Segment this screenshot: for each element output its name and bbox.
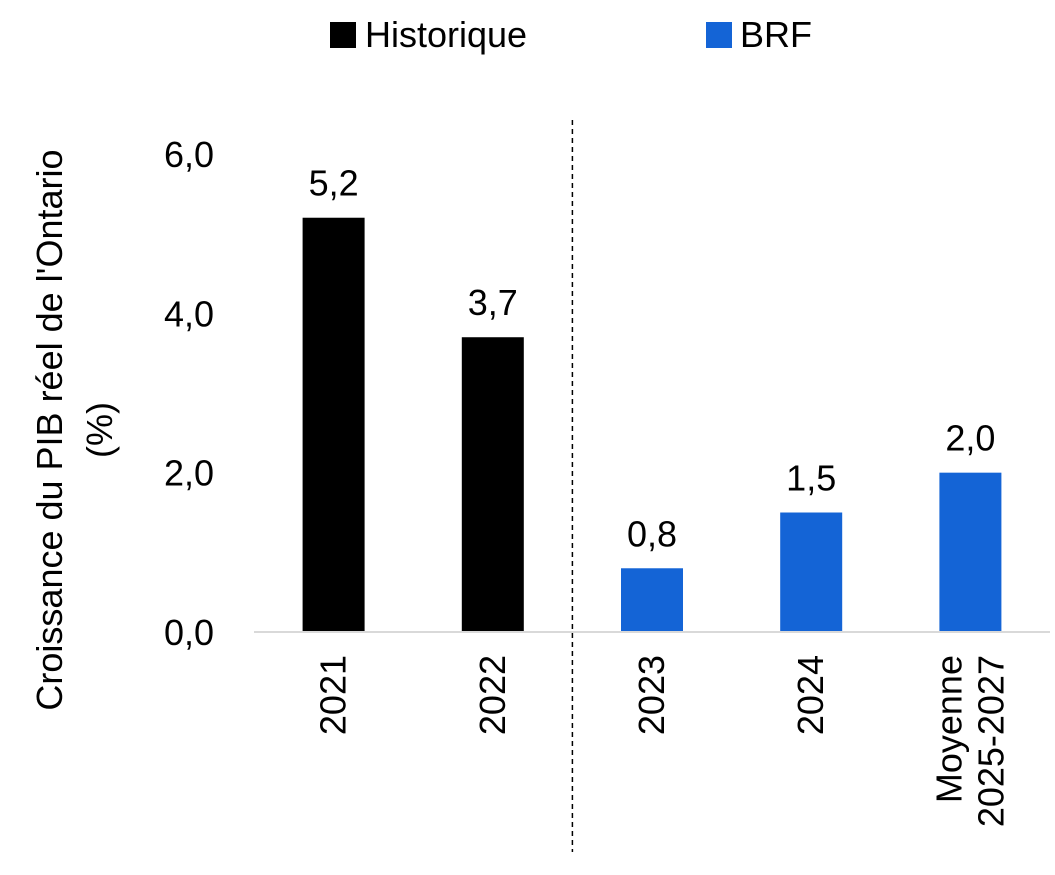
legend-swatch-1 [330, 22, 356, 48]
data-labels: 5,2 3,7 0,8 1,5 2,0 [309, 163, 996, 555]
bars [302, 217, 1002, 632]
x-tick-label: 2021 [313, 655, 354, 735]
data-label: 0,8 [627, 513, 677, 554]
legend-label-1: Historique [365, 14, 527, 55]
bar-2022 [461, 337, 524, 632]
x-tick-label: 2025-2027 [970, 655, 1011, 827]
y-axis-label-line-2: (%) [79, 402, 120, 458]
data-label: 1,5 [786, 458, 836, 499]
x-tick-label: 2023 [631, 655, 672, 735]
data-label: 2,0 [945, 418, 995, 459]
x-tick-label: 2024 [790, 655, 831, 735]
y-axis-ticks: 0,0 2,0 4,0 6,0 [164, 134, 214, 653]
bar-2024 [780, 512, 843, 632]
legend: Historique BRF [330, 14, 812, 55]
y-axis-label-line-1: Croissance du PIB réel de l'Ontario [29, 149, 70, 710]
y-tick-label: 0,0 [164, 612, 214, 653]
x-axis-ticks: 2021 2022 2023 2024 Moyenne 2025-2027 [313, 655, 1012, 827]
bar-2023 [621, 568, 683, 632]
legend-label-2: BRF [740, 14, 812, 55]
y-axis-label: Croissance du PIB réel de l'Ontario (%) [29, 149, 120, 710]
bar-moyenne-2025-2027 [939, 472, 1002, 632]
x-tick-label: Moyenne [928, 655, 969, 803]
x-tick-label: 2022 [472, 655, 513, 735]
y-tick-label: 2,0 [164, 453, 214, 494]
y-tick-label: 4,0 [164, 293, 214, 334]
data-label: 5,2 [309, 163, 359, 204]
y-tick-label: 6,0 [164, 134, 214, 175]
data-label: 3,7 [468, 282, 518, 323]
bar-2021 [302, 217, 365, 632]
legend-swatch-2 [706, 22, 732, 48]
